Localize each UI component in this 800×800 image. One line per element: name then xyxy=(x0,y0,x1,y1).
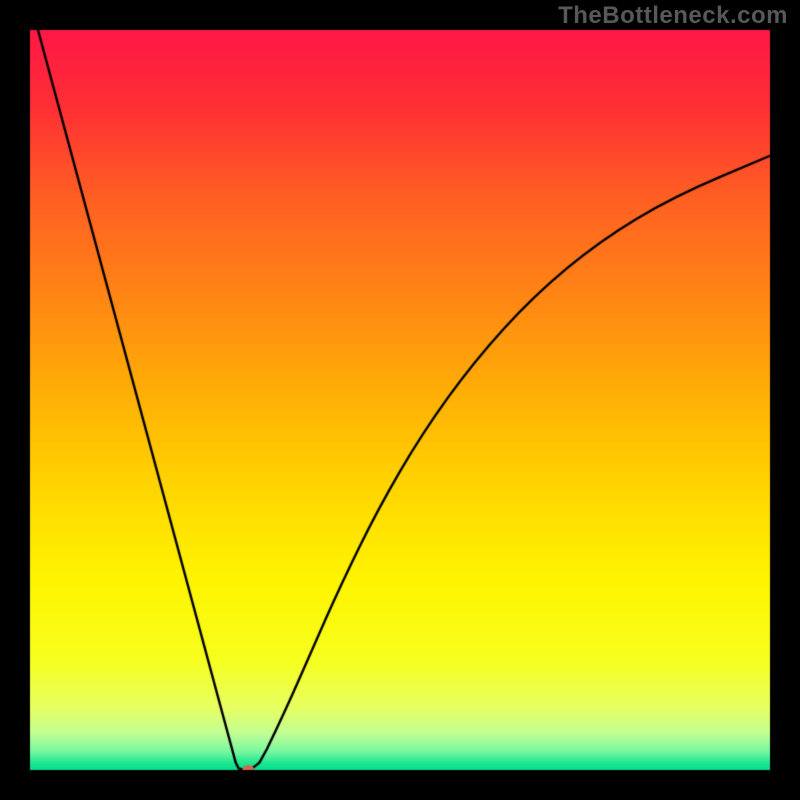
watermark-text: TheBottleneck.com xyxy=(558,2,788,30)
bottleneck-chart xyxy=(0,0,800,800)
